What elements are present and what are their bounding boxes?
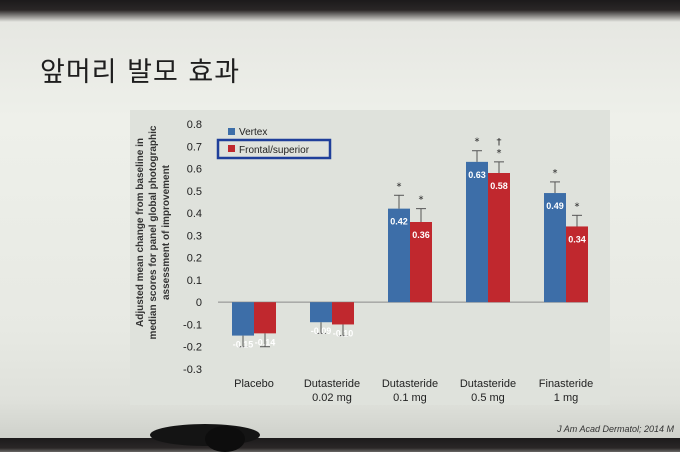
bar-vertex [310, 302, 332, 323]
bar-frontal [488, 173, 510, 303]
significance-mark: * [419, 195, 424, 206]
significance-mark: * [575, 201, 580, 212]
y-tick-label: 0.6 [187, 164, 202, 176]
legend-label-frontal: Frontal/superior [239, 145, 310, 156]
legend-highlight-box [216, 138, 332, 160]
data-label: 0.42 [390, 217, 408, 227]
data-label: 0.36 [412, 230, 430, 240]
y-tick-label: 0.8 [187, 119, 202, 131]
chart-panel [130, 110, 610, 405]
data-label: 0.63 [468, 170, 486, 180]
bar-vertex [544, 193, 566, 303]
bar-frontal [332, 302, 354, 325]
data-label: 0.34 [568, 234, 586, 244]
bar-vertex [466, 161, 488, 303]
significance-mark: * [553, 168, 558, 179]
significance-mark: * [475, 137, 480, 148]
x-category-label: 0.5 mg [471, 392, 505, 404]
x-category-label: Dutasteride [382, 378, 438, 390]
y-tick-label: 0 [196, 297, 202, 309]
significance-mark: * [397, 181, 402, 192]
x-category-label: 0.1 mg [393, 392, 427, 404]
citation: J Am Acad Dermatol; 2014 M [557, 424, 674, 434]
legend-label-vertex: Vertex [239, 127, 267, 138]
bar-frontal [254, 302, 276, 334]
significance-mark: † [497, 137, 502, 148]
y-tick-label: -0.1 [183, 319, 202, 331]
x-category-label: Finasteride [539, 378, 593, 390]
y-axis-title-line: median scores for panel global photograp… [148, 125, 159, 339]
x-category-label: 0.02 mg [312, 392, 352, 404]
y-tick-label: 0.3 [187, 230, 202, 242]
y-tick-label: 0.1 [187, 275, 202, 287]
x-category-label: Placebo [234, 378, 274, 390]
bar-vertex [388, 208, 410, 303]
y-tick-label: 0.4 [187, 208, 202, 220]
x-category-label: Dutasteride [304, 378, 360, 390]
data-label: -0.09 [311, 326, 332, 336]
x-category-label: Dutasteride [460, 378, 516, 390]
bar-frontal [410, 222, 432, 303]
legend-swatch-frontal [228, 145, 235, 152]
data-label: -0.14 [255, 337, 276, 347]
data-label: -0.15 [233, 340, 254, 350]
legend-swatch-vertex [228, 128, 235, 135]
data-label: -0.10 [333, 328, 354, 338]
data-label: 0.49 [546, 201, 564, 211]
bar-frontal [566, 226, 588, 303]
y-tick-label: 0.2 [187, 253, 202, 265]
bar-chart: 0.8 0.7 0.6 0.5 0.4 0.3 0.2 0.1 0 -0.1 -0.2 -0.3 Adj… [135, 119, 593, 404]
y-tick-label: 0.7 [187, 141, 202, 153]
y-axis-title-line: assessment of improvement [161, 164, 172, 300]
audience-head-shadow-2 [205, 426, 245, 452]
y-tick-label: 0.5 [187, 186, 202, 198]
y-tick-label: -0.3 [183, 364, 202, 376]
slide-title: 앞머리 발모 효과 [40, 57, 241, 88]
significance-mark: * [497, 148, 502, 159]
y-axis-title-line: Adjusted mean change from baseline in [135, 138, 146, 327]
y-tick-label: -0.2 [183, 342, 202, 354]
x-category-label: 1 mg [554, 392, 578, 404]
data-label: 0.58 [490, 181, 508, 191]
bar-vertex [232, 302, 254, 336]
